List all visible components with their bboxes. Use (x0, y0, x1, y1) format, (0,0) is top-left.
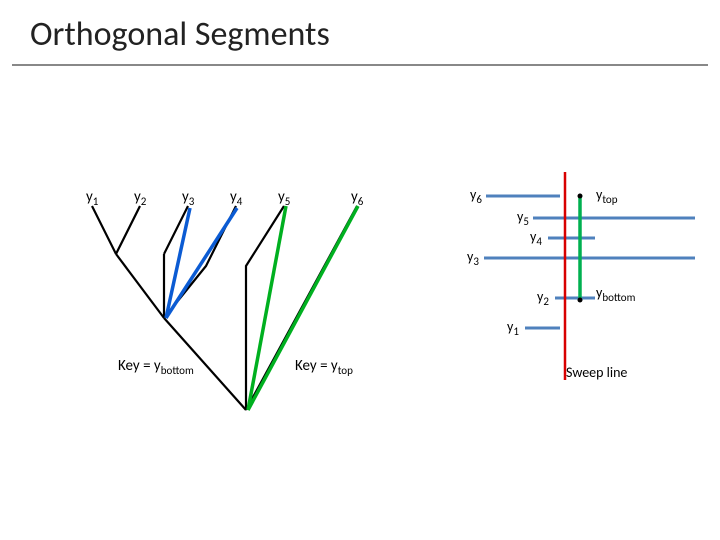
tree-leaf-label: y1 (86, 188, 98, 208)
sweep-seg-label: y3 (467, 248, 479, 268)
sweep-endpoint-label: ytop (596, 186, 618, 206)
tree-black-edges (92, 206, 357, 410)
sweep-seg-label: y6 (470, 186, 482, 206)
tree-leaf-label: y2 (134, 188, 146, 208)
tree-leaf-label: y4 (230, 188, 242, 208)
key-bottom-label: Key = ybottom (118, 357, 194, 377)
tree-leaf-label: y3 (182, 188, 194, 208)
sweep-seg-label: y4 (530, 228, 542, 248)
tree-leaf-label: y6 (351, 188, 363, 208)
key-top-label: Key = ytop (295, 357, 353, 377)
sweep-plot (484, 172, 695, 380)
diagram-svg (0, 0, 720, 540)
sweep-seg-label: y5 (517, 208, 529, 228)
sweep-caption: Sweep line (566, 364, 627, 381)
sweep-seg-label: y2 (537, 288, 549, 308)
tree-leaf-label: y5 (278, 188, 290, 208)
sweep-seg-label: y1 (507, 318, 519, 338)
tree-blue-edges (166, 208, 237, 318)
slide: Orthogonal Segments y1y2y3y4y5y6 Key = y… (0, 0, 720, 540)
sweep-endpoint-label: ybottom (596, 284, 635, 304)
